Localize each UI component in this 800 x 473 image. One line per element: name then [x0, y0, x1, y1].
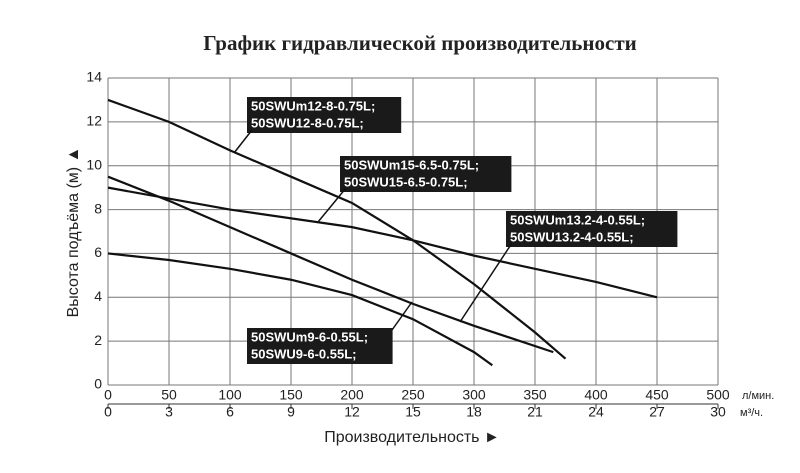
legend-label: 50SWUm12-8-0.75L; — [251, 98, 375, 113]
labels — [233, 129, 513, 331]
x-tick-label: 300 — [462, 387, 486, 403]
x2-tick-label: 24 — [588, 404, 604, 420]
leader-line — [391, 301, 413, 331]
y-tick-label: 8 — [94, 200, 102, 216]
x-tick-label: 0 — [104, 387, 112, 403]
curve — [107, 175, 554, 354]
x2-tick-label: 12 — [344, 404, 360, 420]
x2-tick-label: 21 — [527, 404, 543, 420]
x2-tick-label: 0 — [104, 404, 112, 420]
y-tick-label: 12 — [86, 113, 102, 129]
x-tick-label: 150 — [279, 387, 303, 403]
legend-label: 50SWU9-6-0.55L; — [251, 346, 356, 361]
x-unit: л/мин. — [742, 390, 774, 402]
leader-line — [233, 129, 253, 154]
y-tick-label: 10 — [86, 156, 102, 172]
label-box — [247, 97, 402, 133]
label-box — [506, 211, 678, 247]
curve — [107, 252, 493, 367]
x-tick-label: 250 — [401, 387, 425, 403]
y-tick-label: 4 — [94, 288, 102, 304]
leader-line — [459, 242, 513, 323]
x2-tick-label: 27 — [649, 404, 665, 420]
x-axis-label: Производительность ► — [324, 429, 500, 446]
y-tick-label: 14 — [86, 69, 102, 85]
curve — [107, 98, 567, 360]
legend-label: 50SWUm9-6-0.55L; — [251, 329, 368, 344]
y-tick-label: 2 — [94, 332, 102, 348]
x2-tick-label: 6 — [226, 404, 234, 420]
x-tick-label: 500 — [706, 387, 730, 403]
x-tick-label: 450 — [645, 387, 669, 403]
x-tick-label: 350 — [523, 387, 547, 403]
leader-line — [317, 187, 347, 223]
curves: 50SWUm12-8-0.75L; 50SWU12-8-0.75L; 50SWUm1… — [107, 97, 678, 367]
x-tick-label: 100 — [218, 387, 242, 403]
label-box — [247, 328, 393, 364]
legend-label: 50SWU15-6.5-0.75L; — [344, 174, 468, 189]
legend-label: 50SWU12-8-0.75L; — [251, 115, 364, 130]
label-box — [340, 156, 512, 192]
legend-label: 50SWU13.2-4-0.55L; — [510, 229, 634, 244]
y-tick-label: 0 — [94, 376, 102, 392]
chart-title: График гидравлической производительности — [203, 31, 636, 55]
x-tick-label: 50 — [161, 387, 177, 403]
x-tick-label: 400 — [584, 387, 608, 403]
curve — [107, 186, 658, 299]
x2-tick-label: 30 — [710, 404, 726, 420]
x2-unit: м³/ч. — [740, 407, 763, 419]
x2-tick-label: 9 — [287, 404, 295, 420]
legend-label: 50SWUm13.2-4-0.55L; — [510, 212, 645, 227]
legend-label: 50SWUm15-6.5-0.75L; — [344, 157, 479, 172]
x-tick-label: 200 — [340, 387, 364, 403]
x2-tick-label: 18 — [466, 404, 482, 420]
y-axis-label: Высота подъёма (м) ▲ — [65, 147, 82, 318]
x2-tick-label: 15 — [405, 404, 421, 420]
y-tick-label: 6 — [94, 244, 102, 260]
x2-tick-label: 3 — [165, 404, 173, 420]
